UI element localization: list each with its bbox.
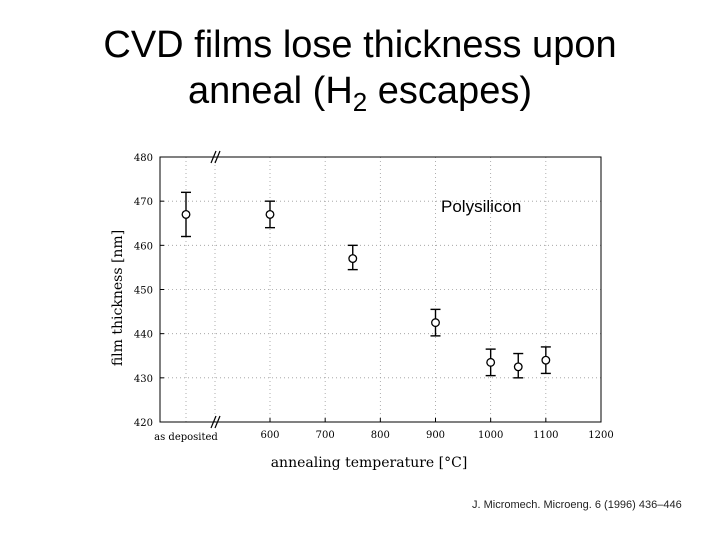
slide-title: CVD films lose thickness upon anneal (H2… [0,22,720,117]
polysilicon-annotation: Polysilicon [441,197,521,216]
point-marker [265,209,275,219]
x-tick-label: 1100 [533,430,558,441]
data-point-as-deposited [181,191,191,238]
title-subscript: 2 [352,87,368,117]
citation: J. Micromech. Microeng. 6 (1996) 436–446 [472,499,682,511]
y-tick-label: 470 [134,197,153,208]
axis-break-bottom-a [210,415,217,429]
y-tick-label: 430 [134,374,153,385]
x-tick-label: 700 [316,430,335,441]
y-tick-label: 460 [134,241,153,252]
x-tick-label: 600 [260,430,279,441]
title-line-2: anneal (H2 escapes) [0,68,720,117]
data-marks [181,191,551,379]
y-tick-label: 480 [134,153,153,164]
x-axis-label: annealing temperature [°C] [271,455,468,471]
data-point-1000 [485,348,496,377]
y-tick-label: 420 [134,418,153,429]
point-marker [541,355,551,365]
grid-lines [160,156,602,423]
point-marker [513,362,523,372]
axis-break-top-a [210,150,217,164]
data-point-1050 [513,352,524,379]
y-axis-label: film thickness [nm] [110,230,126,366]
point-marker [431,318,440,328]
point-marker [348,254,358,264]
axis-break-top-b [214,150,221,164]
point-marker [486,357,496,367]
x-tick-label: 800 [371,430,390,441]
title-line-2-suffix: escapes) [367,70,532,112]
data-point-600 [265,200,275,229]
axis-break-marks [210,150,221,429]
title-line-1: CVD films lose thickness upon [103,24,617,66]
y-tick-label: 450 [134,286,153,297]
data-point-1100 [540,346,551,375]
title-line-2-prefix: anneal (H [188,70,353,112]
data-point-900 [430,308,441,337]
axis-break-bottom-b [214,415,221,429]
axis-ticks: 420 430 440 450 460 470 480 600 700 800 900 1000 110… [134,153,614,443]
x-tick-label: 900 [426,430,445,441]
y-tick-label: 440 [134,330,153,341]
x-tick-label: 1000 [478,430,503,441]
data-point-750 [347,244,358,271]
point-marker [181,209,191,219]
x-tick-label: 1200 [588,430,613,441]
x-tick-label-as-deposited: as deposited [154,432,218,443]
